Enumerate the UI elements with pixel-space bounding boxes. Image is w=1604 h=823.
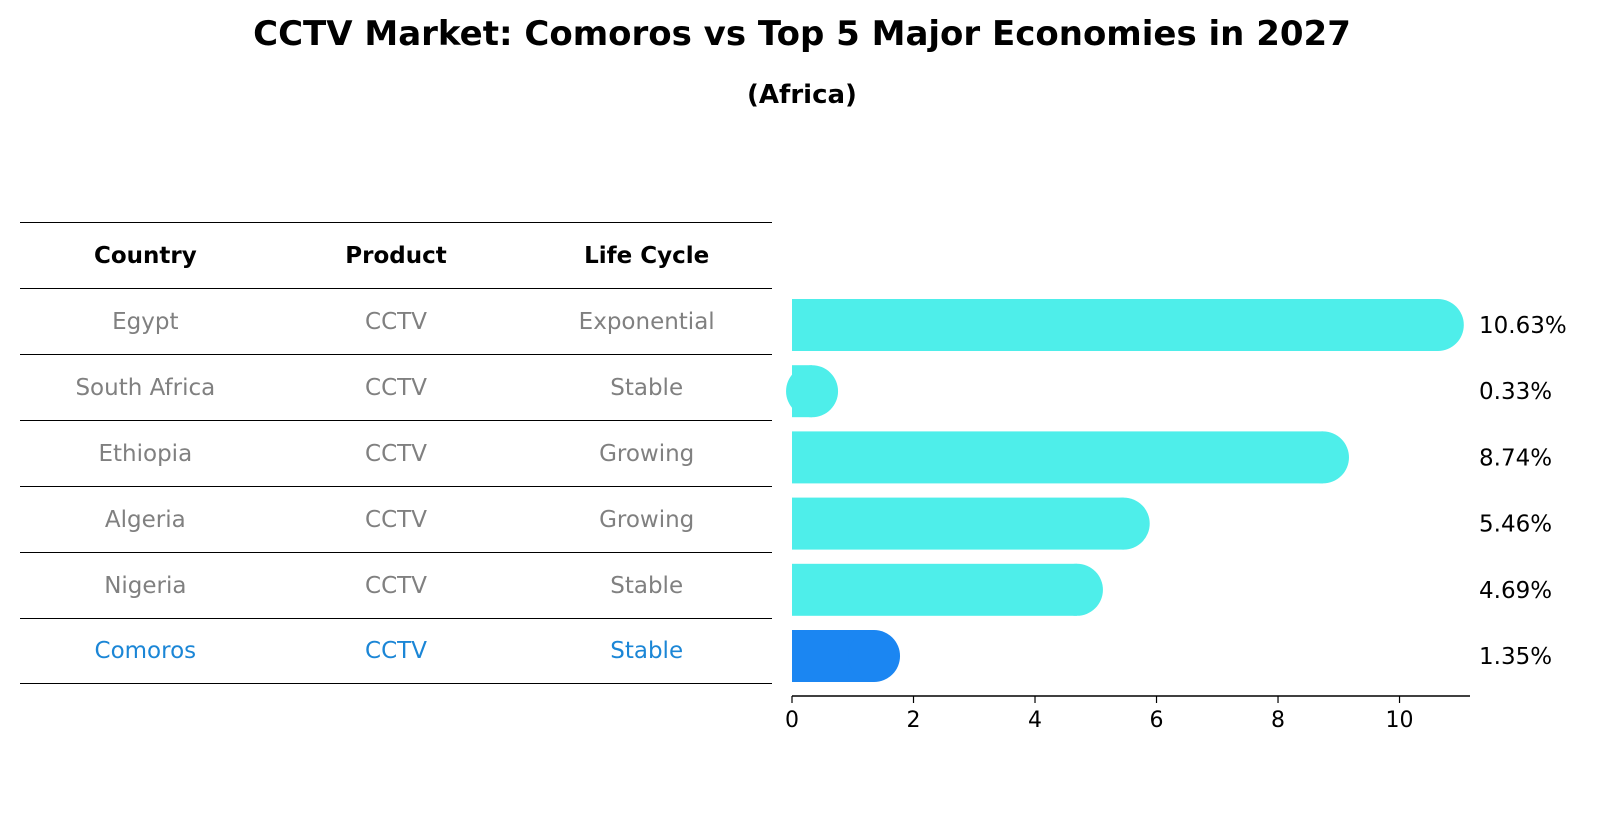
cell-country: Egypt <box>112 308 179 335</box>
table-row: South Africa CCTV Stable <box>20 354 772 420</box>
cell-country: Ethiopia <box>98 440 193 467</box>
table-row: Ethiopia CCTV Growing <box>20 420 772 486</box>
bar-value-label: 8.74% <box>1479 445 1552 471</box>
bar-value-label: 10.63% <box>1479 313 1567 339</box>
x-tick-label: 6 <box>1150 708 1164 733</box>
table-row: Egypt CCTV Exponential <box>20 288 772 354</box>
table-row: Algeria CCTV Growing <box>20 486 772 552</box>
bar-egypt <box>792 299 1438 351</box>
cell-life-cycle: Stable <box>610 572 684 599</box>
x-tick-label: 8 <box>1271 708 1285 733</box>
header-country: Country <box>93 242 197 269</box>
cell-life-cycle: Exponential <box>578 308 715 335</box>
data-table: Country Product Life Cycle Egypt CCTV Ex… <box>20 222 772 684</box>
bar-value-label: 4.69% <box>1479 578 1552 604</box>
bar-algeria <box>792 497 1124 550</box>
cell-country: Comoros <box>94 638 197 664</box>
cell-life-cycle: Stable <box>610 374 684 401</box>
table-row: Nigeria CCTV Stable <box>20 552 772 618</box>
bar-cap <box>1296 431 1349 484</box>
cell-product: CCTV <box>365 506 427 533</box>
header-product: Product <box>345 242 447 269</box>
bar-cap <box>1097 497 1150 550</box>
cell-life-cycle: Stable <box>610 638 684 664</box>
bar-value-label: 0.33% <box>1479 379 1552 405</box>
chart-title: CCTV Market: Comoros vs Top 5 Major Econ… <box>253 14 1351 54</box>
bar-cap <box>1411 299 1464 351</box>
x-tick-label: 10 <box>1386 708 1414 733</box>
bar-value-label: 1.35% <box>1479 644 1552 670</box>
table-row-highlighted: Comoros CCTV Stable <box>20 618 772 684</box>
x-tick-label: 4 <box>1028 708 1042 733</box>
bar-cap <box>848 630 901 682</box>
header-life-cycle: Life Cycle <box>584 242 710 269</box>
bar-nigeria <box>792 563 1077 616</box>
cell-product: CCTV <box>365 572 427 599</box>
bar-cap <box>786 365 839 418</box>
cell-country: Algeria <box>104 506 186 533</box>
cell-life-cycle: Growing <box>599 440 695 467</box>
bar-ethiopia <box>792 431 1323 484</box>
cell-product: CCTV <box>365 308 427 335</box>
x-tick-label: 0 <box>785 708 799 733</box>
x-tick-label: 2 <box>907 708 921 733</box>
bar-cap <box>1050 563 1103 616</box>
table-header-row: Country Product Life Cycle <box>20 222 772 288</box>
cell-country: South Africa <box>75 374 216 401</box>
chart-subtitle: (Africa) <box>747 80 857 110</box>
cell-country: Nigeria <box>104 572 187 599</box>
cell-product: CCTV <box>365 374 427 401</box>
cell-product: CCTV <box>365 440 427 467</box>
bar-value-label: 5.46% <box>1479 512 1552 538</box>
cell-product: CCTV <box>365 638 427 664</box>
cell-life-cycle: Growing <box>599 506 695 533</box>
